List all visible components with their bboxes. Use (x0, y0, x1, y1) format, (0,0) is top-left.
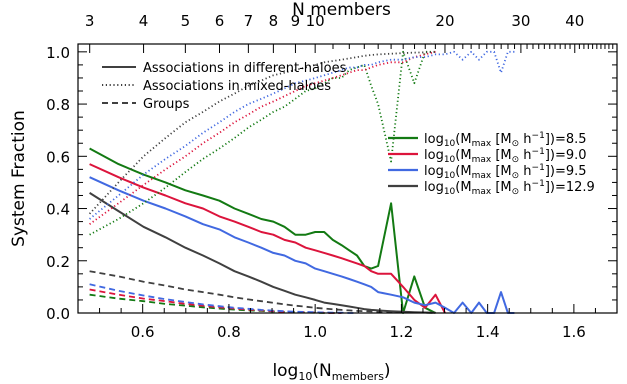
style-legend-label: Groups (143, 97, 190, 112)
x-axis-title-prefix-sub: 10 (298, 370, 312, 383)
top-tick-label: 8 (269, 12, 279, 30)
x-tick-label: 1.4 (476, 323, 500, 341)
color-legend-label: log10(Mmax [M⊙ h−1])=9.5 (424, 163, 587, 181)
y-tick-label: 0.2 (46, 253, 70, 271)
series-line-mixed-9_0 (89, 50, 436, 225)
y-tick-label: 0.8 (46, 96, 70, 114)
y-tick-label: 1.0 (46, 44, 70, 62)
y-tick-label: 0.6 (46, 148, 70, 166)
x-axis-title-open: (N (312, 361, 331, 381)
top-tick-label: 9 (291, 12, 301, 30)
style-legend-label: Associations in different-haloes (143, 61, 347, 76)
color-legend-label: log10(Mmax [M⊙ h−1])=8.5 (424, 131, 587, 149)
series-line-mixed-8_5 (89, 50, 436, 236)
x-axis-title-prefix: log (272, 361, 298, 381)
x-tick-label: 0.8 (217, 323, 241, 341)
x-tick-label: 1.0 (303, 323, 327, 341)
y-tick-label: 0.0 (46, 305, 70, 323)
series-line-different-8_5 (89, 147, 436, 314)
series-line-groups-12_9 (89, 270, 436, 314)
top-tick-label: 6 (215, 12, 225, 30)
series-layer (88, 50, 515, 314)
series-line-different-9_5 (89, 176, 515, 314)
top-tick-label: 30 (511, 12, 530, 30)
y-axis-title: System Fraction (9, 110, 29, 247)
color-legend-label: log10(Mmax [M⊙ h−1])=12.9 (424, 179, 595, 197)
y-tick-label: 0.4 (46, 201, 70, 219)
top-tick-label: 40 (565, 12, 584, 30)
x-axis-title-sub: members (332, 370, 384, 383)
x-tick-label: 0.6 (131, 323, 155, 341)
series-line-groups-9_0 (89, 288, 342, 314)
tick-layer: 0.6 0.8 1.0 1.2 1.4 1.6 0.0 0.2 0.4 0.6 0.8 1.0 3 4 5 6… (46, 12, 618, 341)
top-tick-label: 7 (244, 12, 254, 30)
top-tick-label: 4 (139, 12, 149, 30)
style-legend-label: Associations in mixed-haloes (143, 79, 331, 94)
top-tick-label: 5 (181, 12, 191, 30)
x-axis-title: log10(Nmembers) (272, 361, 390, 383)
series-line-groups-8_5 (89, 293, 342, 314)
series-line-different-12_9 (89, 192, 436, 314)
plot-frame (77, 43, 618, 314)
top-tick-label: 20 (435, 12, 454, 30)
series-line-mixed-12_9 (88, 51, 436, 215)
color-legend-label: log10(Mmax [M⊙ h−1])=9.0 (424, 147, 587, 165)
top-axis-title: N members (292, 0, 391, 20)
top-tick-label: 3 (85, 12, 95, 30)
x-tick-label: 1.6 (562, 323, 586, 341)
series-line-different-9_0 (89, 163, 446, 314)
x-axis-title-close: ) (384, 361, 391, 381)
top-tick-label: 10 (306, 12, 325, 30)
style-legend: Associations in different-haloes Associat… (102, 61, 347, 112)
x-tick-label: 1.2 (389, 323, 413, 341)
